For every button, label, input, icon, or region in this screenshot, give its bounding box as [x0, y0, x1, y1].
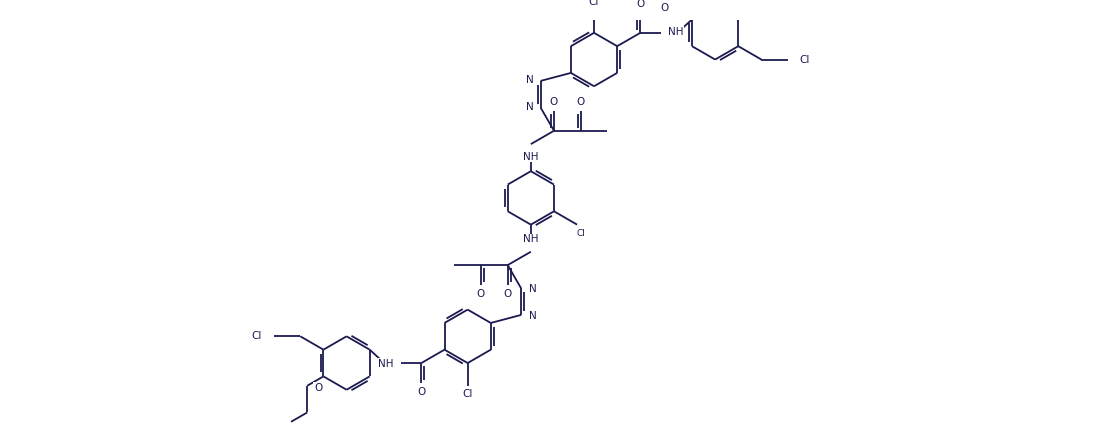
Text: NH: NH	[378, 359, 394, 369]
Text: N: N	[529, 284, 536, 294]
Text: O: O	[314, 382, 323, 393]
Text: O: O	[577, 97, 585, 107]
Text: N: N	[527, 102, 534, 112]
Text: N: N	[527, 75, 534, 85]
Text: NH: NH	[523, 234, 539, 244]
Text: Cl: Cl	[577, 229, 586, 238]
Text: Cl: Cl	[252, 332, 262, 341]
Text: O: O	[477, 289, 485, 299]
Text: O: O	[504, 289, 512, 299]
Text: Cl: Cl	[589, 0, 599, 6]
Text: Cl: Cl	[800, 54, 810, 65]
Text: N: N	[529, 311, 536, 321]
Text: O: O	[417, 387, 426, 397]
Text: NH: NH	[668, 27, 683, 37]
Text: NH: NH	[523, 152, 539, 162]
Text: O: O	[660, 3, 669, 13]
Text: O: O	[636, 0, 644, 9]
Text: O: O	[550, 97, 558, 107]
Text: Cl: Cl	[463, 389, 473, 400]
